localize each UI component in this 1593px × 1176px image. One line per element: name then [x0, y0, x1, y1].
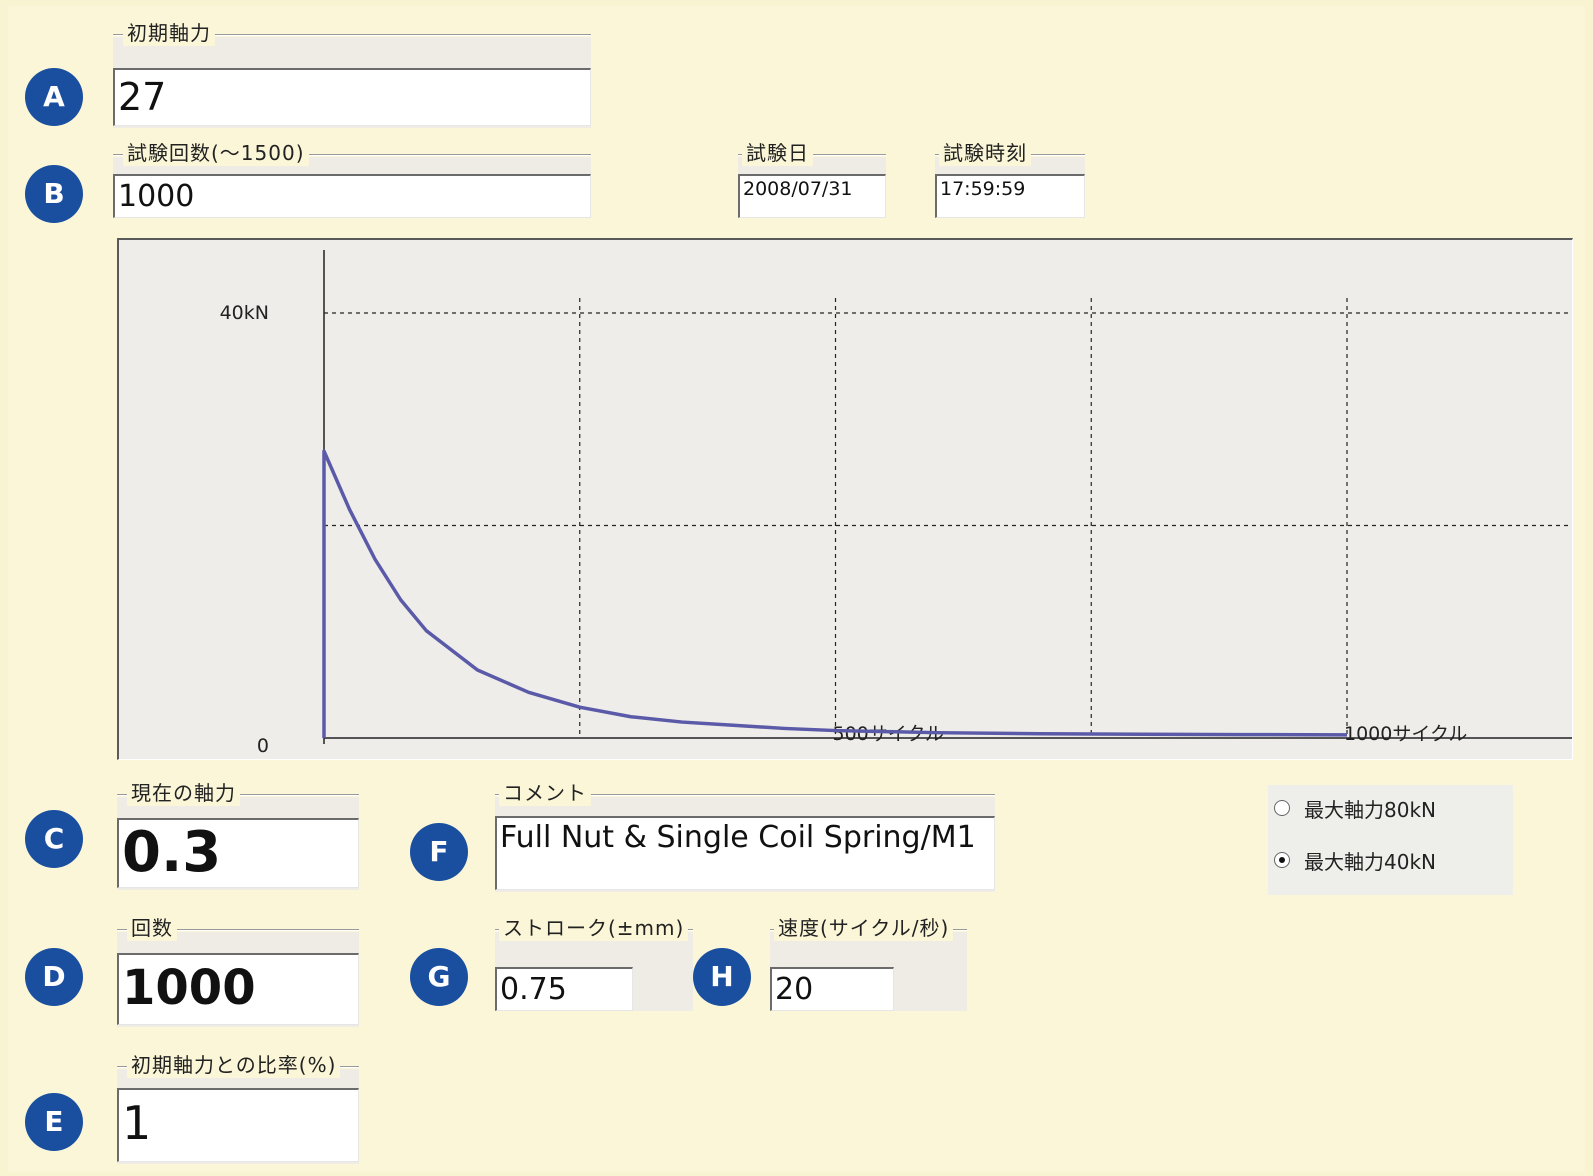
comment-label: コメント	[499, 780, 591, 806]
current-force-group: 現在の軸力 0.3	[117, 780, 359, 890]
test-date-label: 試験日	[742, 140, 813, 166]
test-time-label: 試験時刻	[939, 140, 1031, 166]
cycles-field[interactable]: 1000	[117, 953, 359, 1025]
group-border	[117, 929, 359, 931]
test-time-group: 試験時刻 17:59:59	[935, 140, 1085, 218]
cycles-group: 回数 1000	[117, 915, 359, 1027]
group-border	[495, 794, 995, 796]
stroke-field[interactable]: 0.75	[495, 967, 633, 1011]
y-tick-label: 0	[257, 735, 269, 757]
cycles-label: 回数	[127, 915, 177, 941]
badge-h: H	[693, 948, 751, 1006]
max-force-80-label: 最大軸力80kN	[1304, 797, 1436, 822]
test-date-group: 試験日 2008/07/31	[738, 140, 886, 218]
max-force-40-label: 最大軸力40kN	[1304, 849, 1436, 874]
ratio-label: 初期軸力との比率(%)	[127, 1052, 341, 1078]
test-count-group: 試験回数(〜1500) 1000	[113, 140, 591, 218]
badge-d: D	[25, 948, 83, 1006]
current-force-field[interactable]: 0.3	[117, 818, 359, 888]
current-force-label: 現在の軸力	[127, 780, 240, 806]
initial-force-group: 初期軸力 27	[113, 20, 591, 128]
speed-group: 速度(サイクル/秒) 20	[770, 915, 967, 1011]
x-tick-label: 1000サイクル	[1344, 723, 1467, 745]
ratio-field[interactable]: 1	[117, 1088, 359, 1162]
test-count-field[interactable]: 1000	[113, 174, 591, 218]
comment-group: コメント Full Nut & Single Coil Spring/M1	[495, 780, 995, 892]
badge-c: C	[25, 810, 83, 868]
test-count-label: 試験回数(〜1500)	[123, 140, 309, 166]
group-border	[113, 34, 591, 36]
initial-force-label: 初期軸力	[123, 20, 215, 46]
force-chart-svg: 0 40kN 500サイクル 1000サイクル	[220, 250, 1572, 757]
test-time-field[interactable]: 17:59:59	[935, 174, 1085, 218]
force-chart: 0 40kN 500サイクル 1000サイクル	[117, 238, 1573, 760]
max-force-80-option[interactable]: 最大軸力80kN	[1274, 793, 1436, 823]
comment-field[interactable]: Full Nut & Single Coil Spring/M1	[495, 816, 995, 890]
test-date-field[interactable]: 2008/07/31	[738, 174, 886, 218]
badge-e: E	[25, 1093, 83, 1151]
stroke-label: ストローク(±mm)	[499, 915, 689, 941]
stroke-group: ストローク(±mm) 0.75	[495, 915, 693, 1011]
max-force-radio-group: 最大軸力80kN 最大軸力40kN	[1268, 785, 1513, 895]
radio-button[interactable]	[1274, 800, 1290, 816]
ratio-group: 初期軸力との比率(%) 1	[117, 1052, 359, 1164]
badge-f: F	[410, 823, 468, 881]
group-border	[113, 154, 591, 156]
radio-button-selected[interactable]	[1274, 852, 1290, 868]
max-force-40-option[interactable]: 最大軸力40kN	[1274, 845, 1436, 875]
badge-a: A	[25, 68, 83, 126]
initial-force-field[interactable]: 27	[113, 68, 591, 126]
speed-label: 速度(サイクル/秒)	[774, 915, 954, 941]
y-tick-label: 40kN	[220, 302, 269, 324]
speed-field[interactable]: 20	[770, 967, 894, 1011]
badge-b: B	[25, 165, 83, 223]
badge-g: G	[410, 948, 468, 1006]
x-tick-label: 500サイクル	[833, 723, 944, 745]
